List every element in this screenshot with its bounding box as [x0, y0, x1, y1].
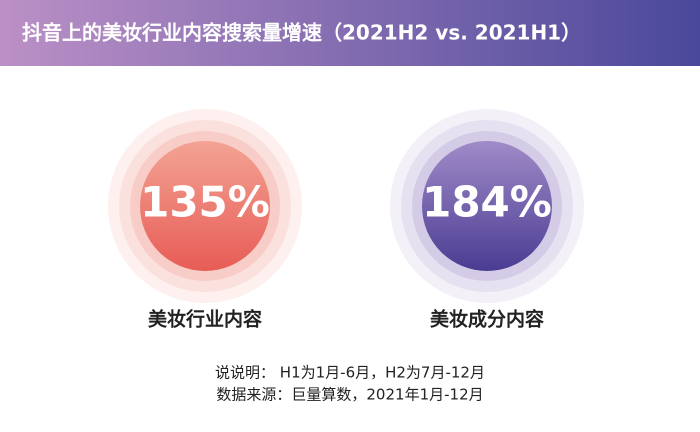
stat-circle: [422, 141, 552, 271]
stat-left: 135% 美妆行业内容: [108, 109, 302, 331]
stat-value: 184%: [422, 178, 552, 227]
note: 数据来源：巨量算数，2021年1月-12月: [216, 386, 483, 404]
title: 抖音上的美妆行业内容搜索量增速（2021H2 vs. 2021H1）: [22, 21, 581, 45]
stat-value: 135%: [140, 178, 270, 227]
stat-label: 美妆行业内容: [148, 308, 262, 331]
header-band: [0, 0, 700, 66]
stat-label: 美妆成分内容: [430, 308, 544, 331]
stat-right: 184% 美妆成分内容: [390, 109, 584, 331]
stat-circle: [140, 141, 270, 271]
note: 说说明： H1为1月-6月，H2为7月-12月: [215, 364, 485, 382]
